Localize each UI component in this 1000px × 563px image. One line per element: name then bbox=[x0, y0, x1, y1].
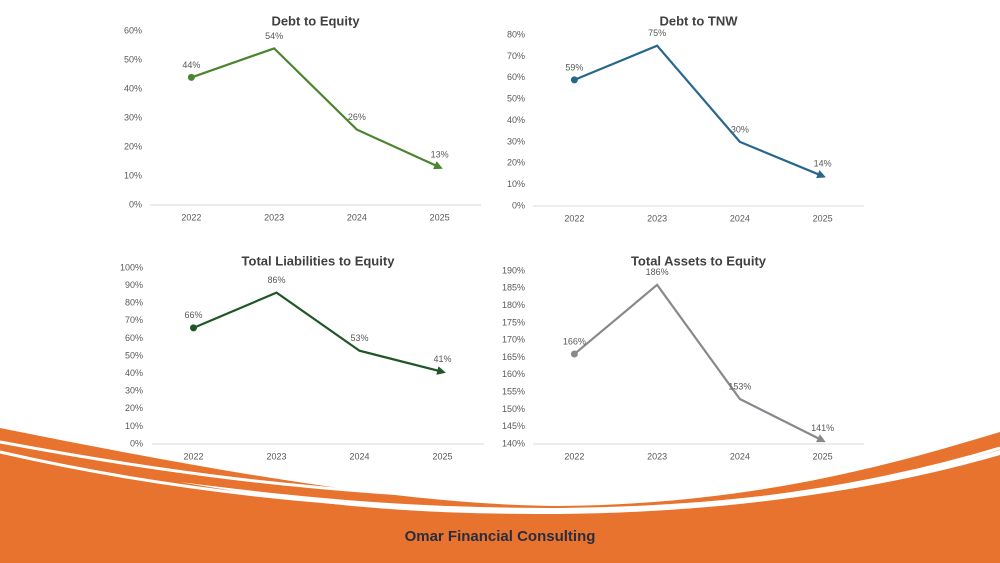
y-tick-label: 70% bbox=[125, 315, 143, 325]
y-tick-label: 170% bbox=[502, 335, 525, 345]
y-tick-label: 140% bbox=[502, 438, 525, 448]
x-tick-label: 2025 bbox=[432, 451, 452, 461]
data-line bbox=[193, 291, 446, 375]
chart-title: Debt to TNW bbox=[660, 13, 739, 28]
chart-title: Debt to Equity bbox=[271, 13, 360, 28]
x-tick-label: 2023 bbox=[647, 213, 667, 223]
y-tick-label: 175% bbox=[502, 317, 525, 327]
y-tick-label: 40% bbox=[124, 83, 142, 93]
y-tick-label: 60% bbox=[125, 333, 143, 343]
y-tick-label: 20% bbox=[507, 158, 525, 168]
data-label: 86% bbox=[267, 275, 285, 285]
data-label: 30% bbox=[731, 124, 749, 134]
chart-title: Total Liabilities to Equity bbox=[242, 253, 396, 268]
y-tick-label: 190% bbox=[502, 265, 525, 275]
start-marker bbox=[570, 350, 578, 358]
y-tick-label: 60% bbox=[507, 72, 525, 82]
data-label: 53% bbox=[350, 333, 368, 343]
x-tick-label: 2023 bbox=[264, 212, 284, 222]
x-tick-label: 2024 bbox=[730, 451, 750, 461]
x-tick-label: 2022 bbox=[564, 213, 584, 223]
y-tick-label: 30% bbox=[507, 136, 525, 146]
y-tick-label: 165% bbox=[502, 352, 525, 362]
y-tick-label: 10% bbox=[124, 170, 142, 180]
y-tick-label: 40% bbox=[125, 368, 143, 378]
y-tick-label: 10% bbox=[507, 179, 525, 189]
data-label: 59% bbox=[565, 62, 583, 72]
x-tick-label: 2024 bbox=[347, 212, 367, 222]
start-marker bbox=[190, 324, 197, 332]
data-line bbox=[573, 283, 826, 443]
data-line bbox=[191, 47, 443, 170]
y-tick-label: 0% bbox=[130, 438, 143, 448]
x-tick-label: 2023 bbox=[266, 451, 286, 461]
data-label: 75% bbox=[648, 28, 666, 38]
y-tick-label: 30% bbox=[124, 112, 142, 122]
data-label: 66% bbox=[184, 310, 202, 320]
y-tick-label: 180% bbox=[502, 300, 525, 310]
data-label: 141% bbox=[811, 423, 834, 433]
data-label: 26% bbox=[348, 112, 366, 122]
x-tick-label: 2025 bbox=[813, 213, 833, 223]
data-label: 14% bbox=[814, 158, 832, 168]
x-tick-label: 2022 bbox=[183, 451, 203, 461]
x-tick-label: 2023 bbox=[647, 451, 667, 461]
x-tick-label: 2022 bbox=[181, 212, 201, 222]
y-tick-label: 0% bbox=[512, 200, 525, 210]
x-tick-label: 2024 bbox=[349, 451, 369, 461]
y-tick-label: 80% bbox=[507, 29, 525, 39]
data-label: 54% bbox=[265, 31, 283, 41]
y-tick-label: 150% bbox=[502, 404, 525, 414]
data-label: 186% bbox=[646, 267, 669, 277]
y-tick-label: 50% bbox=[125, 350, 143, 360]
y-tick-label: 185% bbox=[502, 283, 525, 293]
y-tick-label: 90% bbox=[125, 280, 143, 290]
x-tick-label: 2022 bbox=[564, 451, 584, 461]
footer-title: Omar Financial Consulting bbox=[405, 528, 596, 545]
y-tick-label: 10% bbox=[125, 421, 143, 431]
footer-band bbox=[0, 428, 1000, 563]
y-tick-label: 160% bbox=[502, 369, 525, 379]
y-tick-label: 50% bbox=[124, 54, 142, 64]
data-label: 44% bbox=[182, 60, 200, 70]
y-tick-label: 40% bbox=[507, 115, 525, 125]
start-marker bbox=[570, 76, 578, 84]
y-tick-label: 145% bbox=[502, 421, 525, 431]
y-tick-label: 30% bbox=[125, 386, 143, 396]
data-label: 166% bbox=[563, 336, 586, 346]
y-tick-label: 80% bbox=[125, 298, 143, 308]
data-label: 153% bbox=[728, 381, 751, 391]
y-tick-label: 60% bbox=[124, 25, 142, 35]
swoosh-line bbox=[0, 440, 521, 502]
y-tick-label: 70% bbox=[507, 51, 525, 61]
data-label: 41% bbox=[433, 354, 451, 364]
x-tick-label: 2024 bbox=[730, 213, 750, 223]
y-tick-label: 50% bbox=[507, 94, 525, 104]
y-tick-label: 0% bbox=[129, 199, 142, 209]
data-label: 13% bbox=[431, 150, 449, 160]
y-tick-label: 20% bbox=[125, 403, 143, 413]
y-tick-label: 20% bbox=[124, 141, 142, 151]
chart-title: Total Assets to Equity bbox=[631, 253, 767, 268]
start-marker bbox=[187, 73, 195, 81]
x-tick-label: 2025 bbox=[430, 212, 450, 222]
data-line bbox=[573, 44, 826, 179]
y-tick-label: 155% bbox=[502, 386, 525, 396]
x-tick-label: 2025 bbox=[813, 451, 833, 461]
y-tick-label: 100% bbox=[120, 262, 143, 272]
